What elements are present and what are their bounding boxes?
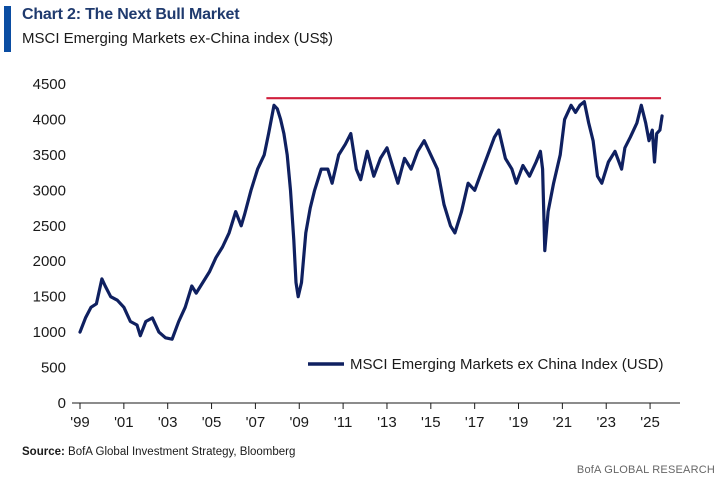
- y-tick-label: 4500: [33, 76, 66, 93]
- legend-label: MSCI Emerging Markets ex China Index (US…: [350, 356, 663, 373]
- x-tick-label: '99: [70, 414, 90, 431]
- x-tick-label: '15: [421, 414, 441, 431]
- y-tick-label: 3500: [33, 147, 66, 164]
- x-tick-label: '07: [246, 414, 266, 431]
- x-tick-label: '17: [465, 414, 485, 431]
- chart-subtitle: MSCI Emerging Markets ex-China index (US…: [22, 30, 333, 47]
- y-tick-label: 500: [41, 360, 66, 377]
- x-tick-label: '13: [377, 414, 397, 431]
- line-chart: 0 500 1000 1500 2000 2500 3000 3500 4000 4500 '99…: [33, 76, 680, 431]
- x-tick-label: '19: [509, 414, 529, 431]
- source-label: Source:: [22, 446, 65, 458]
- y-axis: 0 500 1000 1500 2000 2500 3000 3500 4000 4500: [33, 76, 66, 412]
- x-axis: '99 '01 '03 '05 '07 '09 '11 '13 '15 '17 '19 '21 '23 '…: [70, 403, 660, 431]
- x-tick-label: '21: [553, 414, 573, 431]
- x-tick-label: '25: [640, 414, 660, 431]
- brand-label: BofA GLOBAL RESEARCH: [576, 464, 715, 476]
- series-line: [78, 100, 664, 341]
- y-tick-label: 2000: [33, 253, 66, 270]
- x-tick-label: '03: [158, 414, 178, 431]
- y-tick-label: 4000: [33, 111, 66, 128]
- y-tick-label: 3000: [33, 182, 66, 199]
- y-tick-label: 1500: [33, 289, 66, 306]
- x-tick-label: '09: [289, 414, 309, 431]
- y-tick-label: 1000: [33, 324, 66, 341]
- title-accent-bar: [4, 6, 11, 52]
- x-tick-label: '05: [202, 414, 222, 431]
- chart-title: Chart 2: The Next Bull Market: [22, 6, 240, 23]
- legend: MSCI Emerging Markets ex China Index (US…: [308, 356, 663, 373]
- source-text: BofA Global Investment Strategy, Bloombe…: [68, 446, 296, 458]
- source-note: Source: BofA Global Investment Strategy,…: [22, 446, 295, 458]
- y-tick-label: 0: [58, 395, 66, 412]
- y-tick-label: 2500: [33, 218, 66, 235]
- x-tick-label: '11: [334, 414, 352, 431]
- x-tick-label: '01: [114, 414, 134, 431]
- x-tick-label: '23: [596, 414, 616, 431]
- series-group: [78, 100, 664, 341]
